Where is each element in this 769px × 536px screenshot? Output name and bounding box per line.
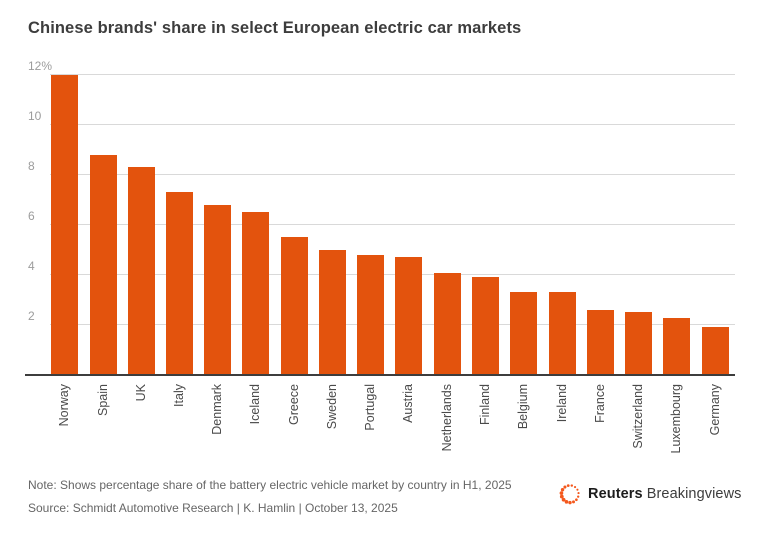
bar-iceland	[242, 212, 270, 375]
x-axis-label: Austria	[401, 384, 416, 423]
x-axis-label: Netherlands	[439, 384, 454, 452]
x-axis-label: Finland	[477, 384, 492, 425]
x-axis-label: Norway	[57, 384, 72, 427]
x-axis-label: Ireland	[554, 384, 569, 423]
x-axis-label: Greece	[286, 384, 301, 425]
bar-greece	[280, 237, 308, 375]
gridline-2	[50, 324, 735, 325]
bar-italy	[165, 192, 193, 375]
y-axis-tick-label: 10	[28, 109, 42, 123]
logo-product-text: Breakingviews	[646, 486, 742, 502]
x-axis-line	[25, 374, 735, 376]
x-axis-label: Switzerland	[631, 384, 645, 449]
bar-austria	[395, 257, 423, 375]
bar-belgium	[510, 292, 538, 375]
bar-ireland	[548, 292, 576, 375]
bar-switzerland	[625, 312, 652, 375]
x-axis-label: Spain	[95, 384, 110, 416]
source-text: Source: Schmidt Automotive Research | K.…	[28, 501, 398, 515]
x-axis-label: Portugal	[363, 384, 378, 431]
y-axis-tick-label: 4	[28, 259, 35, 273]
x-axis-label: Denmark	[210, 384, 225, 435]
x-axis-label: Luxembourg	[669, 384, 684, 454]
bar-portugal	[357, 255, 385, 375]
reuters-dotted-circle-icon	[559, 484, 580, 505]
x-axis-label: France	[592, 384, 607, 423]
logo-brand-text: Reuters	[588, 486, 643, 502]
x-axis-label: Italy	[171, 384, 186, 407]
bar-norway	[51, 75, 79, 375]
y-axis-tick-label: 8	[28, 159, 35, 173]
x-axis-label: Sweden	[324, 384, 339, 430]
note-text: Note: Shows percentage share of the batt…	[28, 478, 512, 492]
bar-uk	[127, 167, 155, 375]
bar-spain	[89, 155, 117, 375]
chart-title: Chinese brands' share in select European…	[28, 19, 522, 37]
y-axis-tick-label: 2	[28, 309, 35, 323]
bar-luxembourg	[663, 318, 691, 375]
gridline-8	[50, 174, 735, 175]
x-axis-label: Germany	[707, 384, 722, 436]
y-axis-tick-label: 12%	[28, 59, 53, 73]
x-axis-label: Iceland	[248, 384, 263, 425]
gridline-4	[50, 274, 735, 275]
y-axis-tick-label: 6	[28, 209, 35, 223]
bar-sweden	[318, 250, 346, 375]
bar-germany	[701, 327, 729, 375]
x-axis-label: Belgium	[516, 384, 531, 430]
bar-netherlands	[433, 273, 461, 375]
bar-finland	[471, 277, 499, 375]
bar-france	[586, 310, 614, 375]
reuters-breakingviews-logo: Reuters Breakingviews	[558, 482, 742, 506]
gridline-6	[50, 224, 735, 225]
bar-denmark	[204, 205, 232, 375]
gridline-12	[50, 74, 735, 75]
x-axis-label: UK	[133, 384, 148, 402]
gridline-10	[50, 124, 735, 125]
